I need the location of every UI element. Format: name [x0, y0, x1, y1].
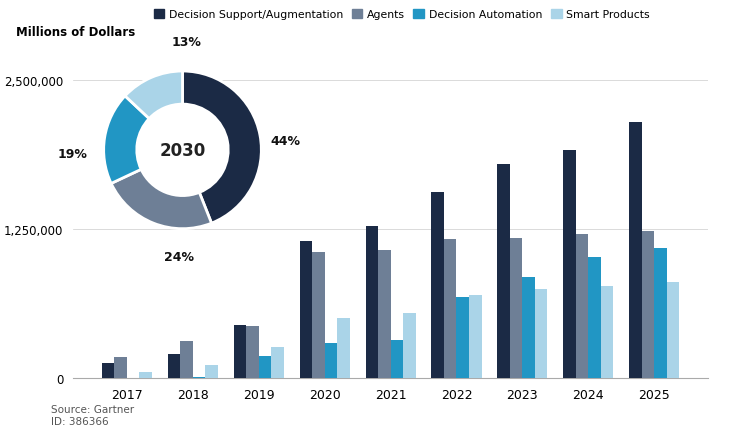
- Bar: [469, 295, 482, 378]
- Bar: [444, 240, 456, 378]
- Bar: [629, 123, 642, 378]
- Bar: [139, 372, 152, 378]
- Bar: [272, 347, 284, 378]
- Bar: [654, 249, 666, 378]
- Text: Source: Gartner
ID: 386366: Source: Gartner ID: 386366: [51, 404, 134, 426]
- Wedge shape: [111, 170, 212, 229]
- Bar: [115, 357, 127, 378]
- Bar: [510, 239, 523, 378]
- Legend: Decision Support/Augmentation, Agents, Decision Automation, Smart Products: Decision Support/Augmentation, Agents, D…: [149, 6, 654, 24]
- Bar: [312, 252, 325, 378]
- Bar: [523, 277, 535, 378]
- Bar: [246, 326, 258, 378]
- Bar: [576, 235, 588, 378]
- Bar: [431, 193, 444, 378]
- Bar: [325, 343, 337, 378]
- Bar: [391, 341, 403, 378]
- Bar: [205, 366, 218, 378]
- Bar: [168, 355, 180, 378]
- Bar: [258, 356, 272, 378]
- Bar: [601, 286, 613, 378]
- Bar: [102, 363, 115, 378]
- Bar: [497, 165, 510, 378]
- Bar: [366, 226, 378, 378]
- Bar: [642, 231, 654, 378]
- Wedge shape: [125, 72, 182, 119]
- Bar: [403, 313, 415, 378]
- Bar: [666, 282, 679, 378]
- Text: 19%: 19%: [57, 148, 87, 161]
- Text: 24%: 24%: [164, 250, 193, 263]
- Bar: [456, 298, 469, 378]
- Text: 2030: 2030: [159, 141, 206, 160]
- Bar: [337, 318, 350, 378]
- Bar: [378, 250, 391, 378]
- Bar: [535, 289, 548, 378]
- Text: Millions of Dollars: Millions of Dollars: [16, 25, 135, 38]
- Bar: [180, 341, 193, 378]
- Text: 44%: 44%: [270, 135, 300, 147]
- Bar: [299, 242, 312, 378]
- Wedge shape: [104, 97, 149, 184]
- Text: 13%: 13%: [172, 35, 201, 49]
- Bar: [234, 325, 246, 378]
- Bar: [564, 150, 576, 378]
- Wedge shape: [182, 72, 261, 224]
- Bar: [588, 257, 601, 378]
